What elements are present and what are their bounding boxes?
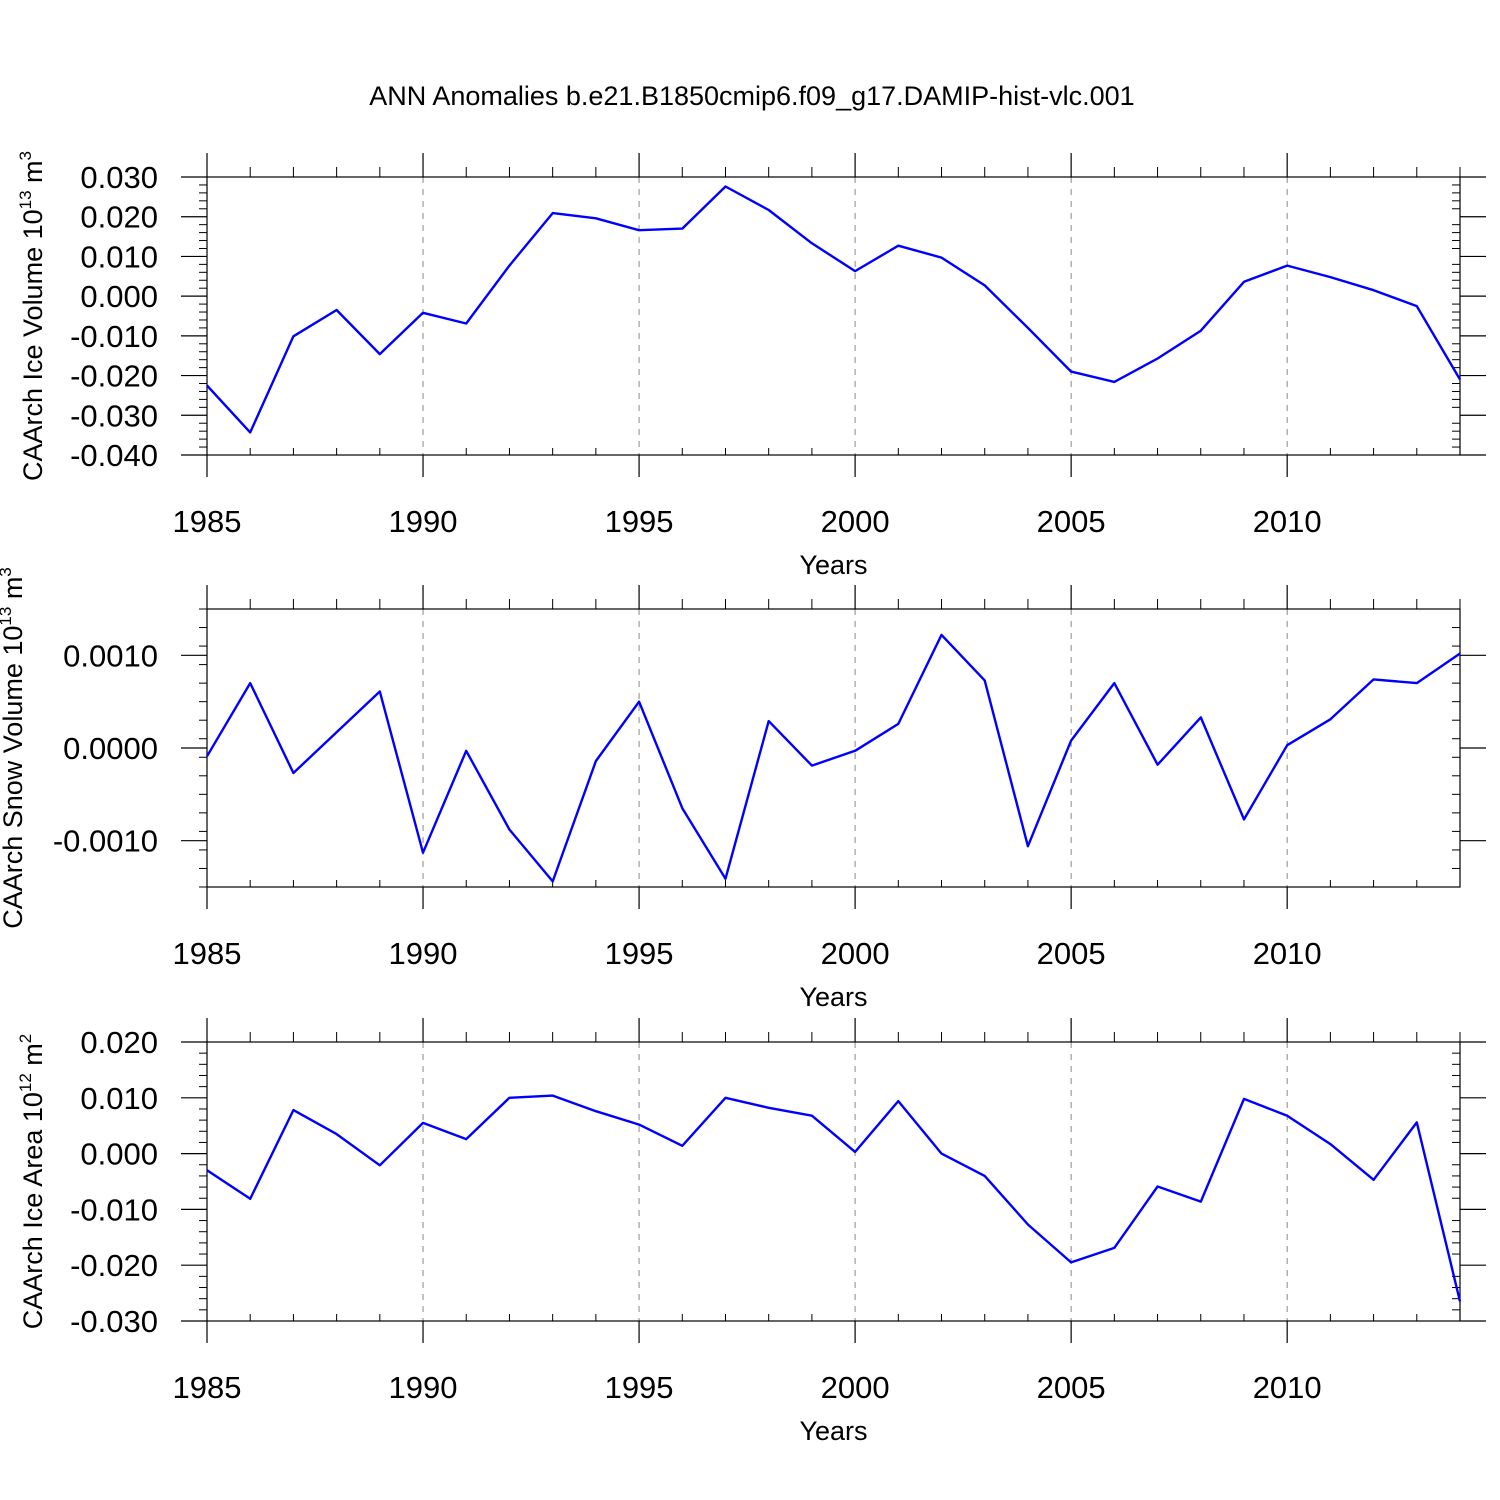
x-tick-label: 1995 <box>605 936 674 971</box>
y-axis-title: CAArch Snow Volume 1013 m3 <box>0 567 28 929</box>
x-tick-label: 2005 <box>1037 936 1106 971</box>
x-tick-label: 2010 <box>1253 504 1322 539</box>
x-tick-label: 1995 <box>605 1370 674 1405</box>
y-axis-title-main: CAArch Ice Area 10 <box>18 1092 48 1329</box>
y-axis-title-exp: 13 <box>16 190 35 209</box>
y-tick-label: 0.0000 <box>63 731 158 766</box>
minor-ticks <box>199 1032 1461 1321</box>
x-tick-label: 1990 <box>389 504 458 539</box>
y-tick-label: -0.040 <box>70 438 158 473</box>
figure-title: ANN Anomalies b.e21.B1850cmip6.f09_g17.D… <box>369 81 1134 111</box>
x-tick-label: 1985 <box>173 936 242 971</box>
y-tick-labels: -0.040 -0.030 -0.020 -0.010 0.000 0.010 0.020 0… <box>70 160 158 473</box>
x-tick-label: 2000 <box>821 1370 890 1405</box>
x-tick-label: 1985 <box>173 504 242 539</box>
x-grid <box>422 609 1288 887</box>
y-tick-label: -0.020 <box>70 359 158 394</box>
major-ticks <box>181 153 1486 477</box>
y-axis-title: CAArch Ice Area 1012 m2 <box>16 1034 48 1330</box>
y-tick-label: 0.010 <box>80 239 158 274</box>
x-tick-label: 1995 <box>605 504 674 539</box>
y-tick-label: 0.0010 <box>63 638 158 673</box>
minor-ticks <box>199 167 1461 455</box>
y-tick-label: 0.010 <box>80 1081 158 1116</box>
x-tick-label: 1990 <box>389 1370 458 1405</box>
x-grid <box>422 1042 1288 1321</box>
y-tick-label: -0.030 <box>70 1304 158 1339</box>
y-tick-label: 0.000 <box>80 1137 158 1172</box>
y-tick-label: -0.030 <box>70 398 158 433</box>
y-tick-label: 0.020 <box>80 1025 158 1060</box>
x-tick-label: 2010 <box>1253 936 1322 971</box>
panel-snow-volume: -0.0010 0.0000 0.0010 1985 1990 1995 2000 2005… <box>0 567 1486 1012</box>
series-line <box>206 185 1462 434</box>
y-tick-label: -0.020 <box>70 1248 158 1283</box>
x-tick-labels: 1985 1990 1995 2000 2005 2010 <box>173 1370 1322 1405</box>
y-tick-label: 0.020 <box>80 200 158 235</box>
y-axis-title: CAArch Ice Volume 1013 m3 <box>16 151 48 481</box>
y-axis-title-unit: m <box>18 1043 48 1073</box>
x-axis-title: Years <box>799 982 867 1012</box>
y-tick-label: -0.010 <box>70 319 158 354</box>
y-axis-title-unit-exp: 3 <box>0 567 15 576</box>
x-grid <box>422 177 1288 455</box>
major-ticks <box>181 1018 1486 1343</box>
x-tick-label: 2000 <box>821 936 890 971</box>
panel-ice-volume: -0.040 -0.030 -0.020 -0.010 0.000 0.010 0.020 0… <box>16 151 1486 580</box>
major-ticks <box>181 585 1486 909</box>
y-axis-title-main: CAArch Ice Volume 10 <box>18 209 48 481</box>
minor-ticks <box>199 599 1461 888</box>
y-tick-label: 0.000 <box>80 279 158 314</box>
y-axis-title-unit: m <box>18 160 48 190</box>
x-tick-label: 2005 <box>1037 1370 1106 1405</box>
x-tick-label: 1985 <box>173 1370 242 1405</box>
x-tick-label: 2005 <box>1037 504 1106 539</box>
y-axis-title-exp: 13 <box>0 607 15 626</box>
y-axis-title-main: CAArch Snow Volume 10 <box>0 626 28 929</box>
x-axis-title: Years <box>799 550 867 580</box>
y-tick-label: -0.010 <box>70 1192 158 1227</box>
x-tick-label: 2000 <box>821 504 890 539</box>
plot-frame <box>206 608 1461 888</box>
plot-frame <box>206 176 1461 456</box>
x-tick-labels: 1985 1990 1995 2000 2005 2010 <box>173 936 1322 971</box>
y-axis-title-unit: m <box>0 577 28 607</box>
y-axis-title-exp: 12 <box>16 1073 35 1092</box>
y-tick-labels: -0.0010 0.0000 0.0010 <box>53 638 158 858</box>
x-tick-label: 2010 <box>1253 1370 1322 1405</box>
y-axis-title-unit-exp: 2 <box>16 1034 35 1043</box>
y-axis-title-unit-exp: 3 <box>16 151 35 160</box>
y-tick-label: -0.0010 <box>53 824 158 859</box>
series-line <box>205 633 1461 883</box>
y-tick-label: 0.030 <box>80 160 158 195</box>
x-tick-label: 1990 <box>389 936 458 971</box>
series-line <box>206 1094 1462 1302</box>
plot-frame <box>206 1041 1461 1322</box>
x-axis-title: Years <box>799 1416 867 1446</box>
x-tick-labels: 1985 1990 1995 2000 2005 2010 <box>173 504 1322 539</box>
y-tick-labels: -0.030 -0.020 -0.010 0.000 0.010 0.020 <box>70 1025 158 1339</box>
